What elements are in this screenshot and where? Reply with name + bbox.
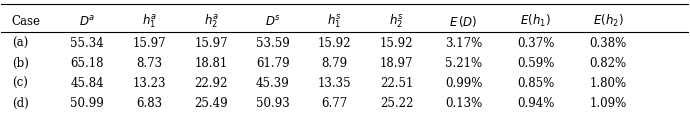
Text: 25.22: 25.22 xyxy=(380,96,413,109)
Text: 8.79: 8.79 xyxy=(322,57,348,70)
Text: 5.21%: 5.21% xyxy=(445,57,482,70)
Text: 18.97: 18.97 xyxy=(380,57,413,70)
Text: $h_2^a$: $h_2^a$ xyxy=(204,13,219,30)
Text: 0.13%: 0.13% xyxy=(445,96,482,109)
Text: $D^a$: $D^a$ xyxy=(79,14,95,28)
Text: 45.84: 45.84 xyxy=(70,77,104,89)
Text: 0.99%: 0.99% xyxy=(445,77,482,89)
Text: 25.49: 25.49 xyxy=(194,96,228,109)
Text: 1.80%: 1.80% xyxy=(589,77,627,89)
Text: 15.92: 15.92 xyxy=(380,37,413,50)
Text: 13.35: 13.35 xyxy=(318,77,351,89)
Text: 15.97: 15.97 xyxy=(132,37,166,50)
Text: 15.97: 15.97 xyxy=(194,37,228,50)
Text: 6.83: 6.83 xyxy=(136,96,162,109)
Text: 3.17%: 3.17% xyxy=(445,37,482,50)
Text: 65.18: 65.18 xyxy=(70,57,104,70)
Text: $E\,(D)$: $E\,(D)$ xyxy=(449,14,478,29)
Text: $h_2^s$: $h_2^s$ xyxy=(389,13,404,30)
Text: $E(h_2)$: $E(h_2)$ xyxy=(593,13,623,29)
Text: $E(h_1)$: $E(h_1)$ xyxy=(520,13,551,29)
Text: 53.59: 53.59 xyxy=(256,37,290,50)
Text: 13.23: 13.23 xyxy=(132,77,166,89)
Text: $h_1^a$: $h_1^a$ xyxy=(141,13,157,30)
Text: 0.38%: 0.38% xyxy=(589,37,627,50)
Text: 1.09%: 1.09% xyxy=(589,96,627,109)
Text: (d): (d) xyxy=(12,96,28,109)
Text: 0.37%: 0.37% xyxy=(517,37,554,50)
Text: $h_1^s$: $h_1^s$ xyxy=(328,13,342,30)
Text: 55.34: 55.34 xyxy=(70,37,104,50)
Text: 6.77: 6.77 xyxy=(322,96,348,109)
Text: 22.92: 22.92 xyxy=(195,77,228,89)
Text: 61.79: 61.79 xyxy=(256,57,290,70)
Text: 0.82%: 0.82% xyxy=(589,57,627,70)
Text: $D^s$: $D^s$ xyxy=(265,14,281,28)
Text: 18.81: 18.81 xyxy=(195,57,228,70)
Text: 15.92: 15.92 xyxy=(318,37,351,50)
Text: 50.93: 50.93 xyxy=(256,96,290,109)
Text: (b): (b) xyxy=(12,57,28,70)
Text: 0.59%: 0.59% xyxy=(517,57,554,70)
Text: 0.94%: 0.94% xyxy=(517,96,554,109)
Text: (a): (a) xyxy=(12,37,28,50)
Text: (c): (c) xyxy=(12,77,28,89)
Text: Case: Case xyxy=(12,15,41,28)
Text: 8.73: 8.73 xyxy=(136,57,162,70)
Text: 0.85%: 0.85% xyxy=(517,77,554,89)
Text: 22.51: 22.51 xyxy=(380,77,413,89)
Text: 45.39: 45.39 xyxy=(256,77,290,89)
Text: 50.99: 50.99 xyxy=(70,96,104,109)
